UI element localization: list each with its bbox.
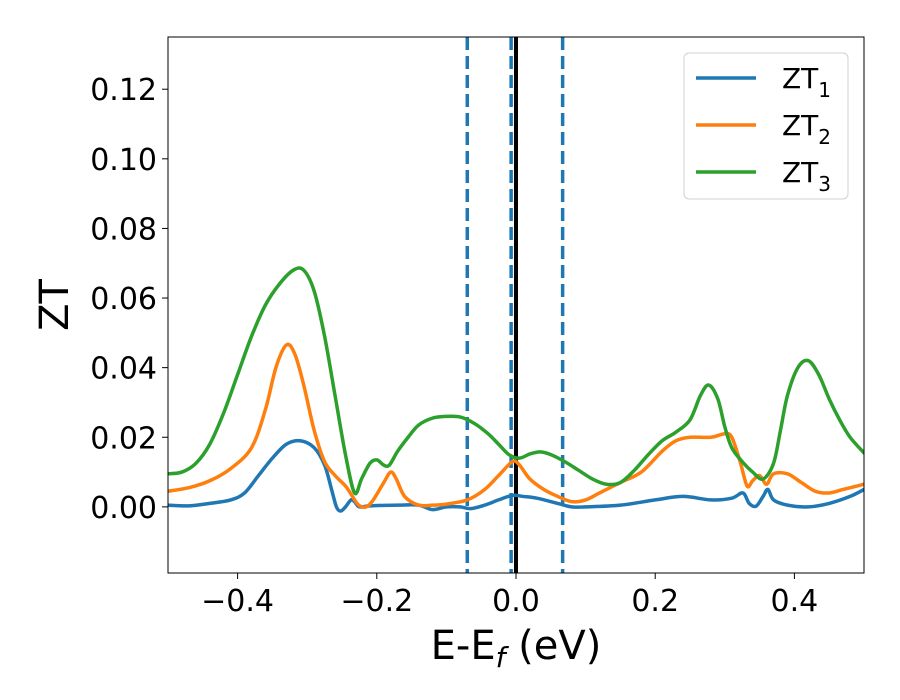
x-tick-label: 0.0 (492, 584, 540, 619)
x-axis-label-suffix: (eV) (505, 623, 601, 669)
legend-label-zt3: ZT3 (782, 156, 831, 196)
x-tick-label: −0.4 (201, 584, 274, 619)
series-line-zt3 (168, 266, 864, 496)
legend-box (683, 52, 849, 200)
y-axis-label: ZT (32, 279, 78, 331)
y-tick-label: 0.00 (90, 491, 157, 526)
y-tick-label: 0.08 (90, 212, 157, 247)
x-axis-ticks: −0.4 −0.2 0.0 0.2 0.4 (201, 573, 818, 619)
legend: ZT1 ZT2 ZT3 (683, 52, 849, 200)
y-tick-label: 0.04 (90, 352, 157, 387)
y-tick-label: 0.10 (90, 143, 157, 178)
legend-label-zt2: ZT2 (782, 109, 831, 149)
series-line-zt1 (168, 438, 864, 513)
y-tick-label: 0.02 (90, 421, 157, 456)
y-tick-label: 0.12 (90, 73, 157, 108)
x-tick-label: 0.2 (631, 584, 679, 619)
series-layer (168, 266, 864, 513)
reference-lines (465, 37, 565, 573)
y-tick-label: 0.06 (90, 282, 157, 317)
x-tick-label: −0.2 (340, 584, 413, 619)
series-line-zt2 (168, 342, 864, 509)
x-tick-label: 0.4 (771, 584, 819, 619)
legend-label-zt1: ZT1 (782, 62, 831, 102)
y-axis-ticks: 0.00 0.02 0.04 0.06 0.08 0.10 0.12 (90, 73, 168, 526)
x-axis-label: E-Ef (eV) (431, 623, 602, 674)
x-axis-label-main: E-E (431, 623, 496, 669)
